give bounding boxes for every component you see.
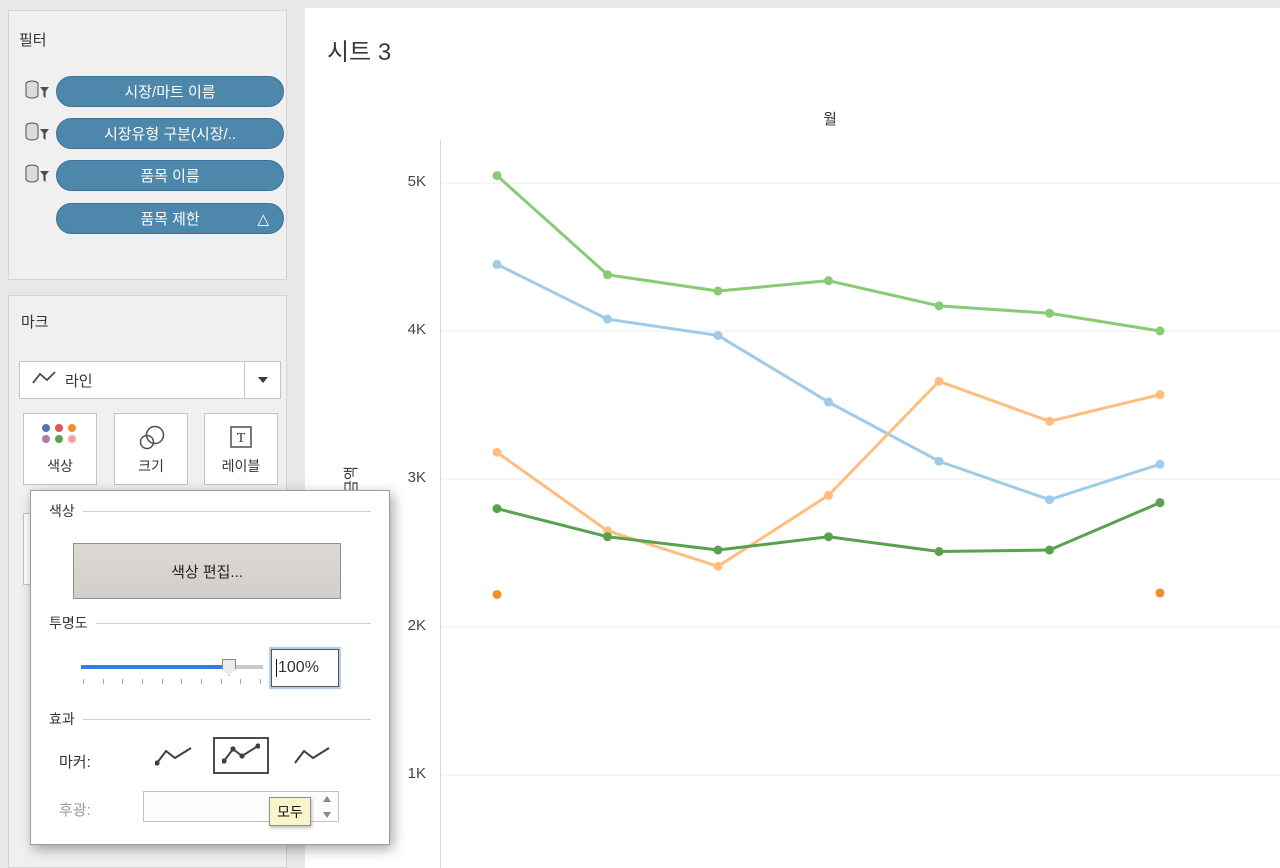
data-point-marker-light-green-line[interactable] xyxy=(492,171,502,181)
y-tick-label: 2K xyxy=(407,617,426,634)
spinner-icon xyxy=(320,796,334,818)
data-point-marker-light-orange-line[interactable] xyxy=(934,376,944,386)
data-point-marker-dark-green-line[interactable] xyxy=(934,547,944,557)
filter-pill-label: 품목 이름 xyxy=(140,168,200,185)
effects-section-label: 효과 xyxy=(49,711,75,727)
marker-option-no-points[interactable] xyxy=(293,745,331,770)
data-point-marker-light-blue-line[interactable] xyxy=(492,259,502,269)
data-point-marker-light-orange-line[interactable] xyxy=(713,561,723,571)
dropdown-arrow-button[interactable] xyxy=(244,362,280,398)
filter-pill-item-name[interactable]: 품목 이름 xyxy=(56,160,284,191)
data-point-marker-dark-green-line[interactable] xyxy=(603,532,612,542)
text-label-icon: T xyxy=(228,424,254,453)
size-button-label: 크기 xyxy=(138,458,164,474)
y-tick-label: 5K xyxy=(407,173,426,190)
color-button-label: 색상 xyxy=(47,458,73,474)
data-point-marker-light-blue-line[interactable] xyxy=(1045,495,1054,505)
size-button[interactable]: 크기 xyxy=(114,413,188,485)
data-point-marker-light-blue-line[interactable] xyxy=(713,330,723,340)
data-point-marker-light-orange-line[interactable] xyxy=(1045,416,1054,426)
filter-pill-label: 시장/마트 이름 xyxy=(124,84,216,101)
marker-option-selected-points[interactable] xyxy=(154,745,193,770)
text-cursor xyxy=(276,659,277,677)
chart-series-light-blue-line[interactable] xyxy=(495,262,1162,502)
line-chart[interactable] xyxy=(440,140,1280,868)
chart-series-light-green-line[interactable] xyxy=(495,174,1162,333)
data-point-marker-light-green-line[interactable] xyxy=(1155,326,1165,336)
data-point-marker-light-orange-line[interactable] xyxy=(1155,390,1165,400)
data-point-marker-light-green-line[interactable] xyxy=(1045,308,1054,318)
filter-pill-item-limit[interactable]: 품목 제한 △ xyxy=(56,203,284,234)
data-point-marker-light-blue-line[interactable] xyxy=(603,314,612,324)
data-point-marker-light-green-line[interactable] xyxy=(713,286,723,296)
svg-text:T: T xyxy=(237,431,246,446)
line-chart-icon xyxy=(32,371,56,389)
color-section-label: 색상 xyxy=(49,503,75,519)
condition-triangle-icon: △ xyxy=(257,210,269,228)
opacity-slider[interactable] xyxy=(81,659,263,685)
label-button-label: 레이블 xyxy=(221,458,261,474)
slider-tick-marks xyxy=(83,679,261,684)
data-point-marker-light-green-line[interactable] xyxy=(824,276,833,286)
y-tick-label: 1K xyxy=(407,765,426,782)
size-circles-icon xyxy=(136,424,166,455)
datasource-filter-icon xyxy=(23,163,51,187)
slider-fill xyxy=(81,665,229,669)
y-tick-label: 3K xyxy=(407,469,426,486)
opacity-section-label: 투명도 xyxy=(49,615,88,631)
halo-label: 후광: xyxy=(59,802,91,819)
color-button[interactable]: 색상 xyxy=(23,413,97,485)
filter-pill-label: 시장유형 구분(시장/.. xyxy=(103,126,237,143)
filter-pill-market-name[interactable]: 시장/마트 이름 xyxy=(56,76,284,107)
data-point-marker-orange-points[interactable] xyxy=(492,589,502,599)
data-point-marker-light-green-line[interactable] xyxy=(934,301,944,311)
tooltip-all: 모두 xyxy=(269,797,311,826)
data-point-marker-light-blue-line[interactable] xyxy=(1155,459,1165,469)
opacity-value: 100% xyxy=(278,659,319,676)
mark-type-dropdown[interactable]: 라인 xyxy=(19,361,281,399)
marks-title: 마크 xyxy=(21,314,49,331)
label-button[interactable]: T 레이블 xyxy=(204,413,278,485)
data-point-marker-light-green-line[interactable] xyxy=(603,270,612,280)
data-point-marker-light-blue-line[interactable] xyxy=(824,397,833,407)
mark-type-value: 라인 xyxy=(65,372,93,390)
filters-title: 필터 xyxy=(19,32,47,49)
marker-label: 마커: xyxy=(59,754,91,771)
data-point-marker-dark-green-line[interactable] xyxy=(824,532,833,542)
section-divider xyxy=(82,510,371,512)
sheet-title: 시트 3 xyxy=(327,39,392,66)
datasource-filter-icon xyxy=(23,79,51,103)
y-tick-label: 4K xyxy=(407,321,426,338)
filter-pill-label: 품목 제한 xyxy=(140,211,200,228)
section-divider xyxy=(95,622,371,624)
data-point-marker-orange-points[interactable] xyxy=(1155,588,1165,598)
opacity-input[interactable]: 100% xyxy=(271,649,339,687)
sheet-area: 시트 3 월 금액 1K 2K 3K 4K 5K xyxy=(305,8,1280,868)
color-palette-icon xyxy=(42,424,78,443)
marker-option-all-points-selected[interactable] xyxy=(213,737,269,774)
datasource-filter-icon xyxy=(23,121,51,145)
filter-pill-market-type[interactable]: 시장유형 구분(시장/.. xyxy=(56,118,284,149)
data-point-marker-dark-green-line[interactable] xyxy=(1045,545,1054,555)
data-point-marker-dark-green-line[interactable] xyxy=(1155,498,1165,508)
filters-card: 필터 시장/마트 이름 시장유형 구 xyxy=(8,10,287,280)
chevron-down-icon xyxy=(257,377,268,383)
data-point-marker-light-blue-line[interactable] xyxy=(934,456,944,466)
chart-series-dark-green-line[interactable] xyxy=(495,501,1162,554)
slider-thumb[interactable] xyxy=(222,659,236,676)
column-header: 월 xyxy=(823,111,837,128)
data-point-marker-light-orange-line[interactable] xyxy=(824,490,833,500)
data-point-marker-light-orange-line[interactable] xyxy=(492,447,502,457)
data-point-marker-dark-green-line[interactable] xyxy=(492,504,502,514)
color-settings-popup: 색상 색상 편집... 투명도 100% 효과 마커: xyxy=(30,490,390,845)
section-divider xyxy=(82,718,371,720)
data-point-marker-dark-green-line[interactable] xyxy=(713,545,723,555)
edit-colors-button[interactable]: 색상 편집... xyxy=(73,543,341,599)
